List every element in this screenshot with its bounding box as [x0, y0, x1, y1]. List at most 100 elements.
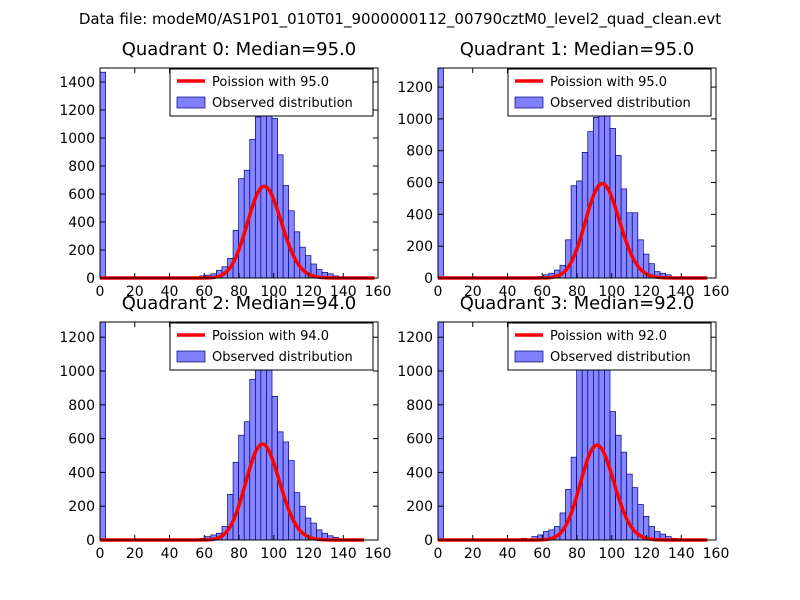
legend-bar-label: Observed distribution [212, 350, 353, 365]
subplot-q0: Quadrant 0: Median=95.0 0 20 40 60 80 100 120 14… [59, 39, 391, 300]
y-tick-label: 800 [406, 144, 433, 160]
x-tick-label: 60 [195, 284, 213, 300]
panel-title: Quadrant 0: Median=95.0 [122, 39, 357, 60]
histogram-bar [631, 212, 639, 279]
y-tick-label: 600 [68, 432, 95, 448]
x-tick-label: 40 [499, 284, 517, 300]
histogram-bar [592, 340, 600, 541]
x-tick-label: 40 [161, 284, 179, 300]
x-tick-label: 120 [633, 546, 660, 562]
y-tick-label: 1200 [397, 80, 433, 96]
x-tick-label: 0 [96, 284, 105, 300]
histogram-bar [293, 492, 301, 541]
x-tick-label: 160 [703, 546, 730, 562]
legend-bar-swatch [176, 350, 206, 363]
y-tick-label: 0 [86, 533, 95, 549]
x-tick-label: 100 [260, 546, 287, 562]
x-tick-label: 160 [703, 284, 730, 300]
y-tick-label: 1000 [59, 364, 95, 380]
histogram-bar [99, 321, 106, 541]
x-tick-label: 100 [598, 546, 625, 562]
x-tick-label: 40 [499, 546, 517, 562]
y-tick-label: 200 [406, 239, 433, 255]
legend: Poission with 94.0 Observed distribution [169, 322, 374, 371]
histogram-bar [437, 321, 444, 541]
histogram-bar [232, 461, 239, 541]
y-tick-label: 200 [68, 243, 95, 259]
subplot-q3: Quadrant 3: Median=92.0 0 20 40 60 80 100 120 14… [397, 293, 729, 562]
histogram-bar [238, 178, 245, 279]
legend-line-label: Poission with 94.0 [212, 329, 329, 344]
y-tick-label: 0 [86, 271, 95, 287]
x-tick-label: 80 [568, 546, 586, 562]
histogram-bar [99, 71, 106, 279]
y-tick-label: 800 [68, 398, 95, 414]
x-tick-label: 0 [434, 284, 443, 300]
x-tick-label: 140 [330, 546, 357, 562]
x-tick-label: 60 [195, 546, 213, 562]
y-tick-label: 200 [68, 499, 95, 515]
histogram-bar [565, 239, 572, 279]
x-tick-label: 60 [533, 546, 551, 562]
histogram-bar [626, 473, 633, 541]
x-tick-label: 20 [464, 284, 482, 300]
y-tick-label: 1000 [59, 131, 95, 147]
legend: Poission with 95.0 Observed distribution [169, 68, 374, 117]
x-tick-label: 140 [668, 546, 695, 562]
legend-line-label: Poission with 92.0 [550, 329, 667, 344]
legend-bar-label: Observed distribution [550, 350, 691, 365]
y-tick-label: 1400 [59, 75, 95, 91]
x-tick-label: 20 [126, 284, 144, 300]
y-tick-label: 0 [424, 533, 433, 549]
histogram-bar [260, 108, 267, 279]
legend-bar-label: Observed distribution [550, 96, 691, 111]
y-tick-label: 800 [406, 398, 433, 414]
x-tick-label: 60 [533, 284, 551, 300]
x-tick-label: 0 [434, 546, 443, 562]
histogram-bar [620, 451, 628, 541]
figure-suptitle: Data file: modeM0/AS1P01_010T01_90000001… [79, 10, 721, 29]
x-tick-label: 120 [295, 546, 322, 562]
subplot-q2: Quadrant 2: Median=94.0 0 20 40 60 80 100 120 14… [59, 293, 391, 562]
histogram-bar [587, 347, 594, 541]
y-tick-label: 800 [68, 159, 95, 175]
x-tick-label: 160 [365, 546, 392, 562]
histogram-bar [293, 231, 301, 279]
x-tick-label: 20 [126, 546, 144, 562]
x-tick-label: 160 [365, 284, 392, 300]
legend-bar-swatch [514, 350, 544, 363]
histogram-bar [260, 343, 267, 541]
panel-title: Quadrant 3: Median=92.0 [460, 293, 695, 314]
y-tick-label: 400 [68, 215, 95, 231]
histogram-bar [227, 494, 234, 541]
legend-line-label: Poission with 95.0 [550, 75, 667, 90]
panel-title: Quadrant 1: Median=95.0 [460, 39, 695, 60]
panel-title: Quadrant 2: Median=94.0 [122, 293, 357, 314]
histogram-bar [288, 460, 295, 541]
x-tick-label: 40 [161, 546, 179, 562]
y-tick-label: 1200 [59, 330, 95, 346]
y-tick-label: 400 [68, 465, 95, 481]
legend-bar-swatch [514, 96, 544, 109]
legend-line-label: Poission with 95.0 [212, 75, 329, 90]
subplot-q1: Quadrant 1: Median=95.0 0 20 40 60 80 100 120 14… [397, 39, 729, 300]
y-tick-label: 600 [406, 432, 433, 448]
legend: Poission with 92.0 Observed distribution [507, 322, 712, 371]
x-tick-label: 140 [330, 284, 357, 300]
y-tick-label: 400 [406, 207, 433, 223]
x-tick-label: 140 [668, 284, 695, 300]
y-tick-label: 200 [406, 499, 433, 515]
y-tick-label: 1000 [397, 364, 433, 380]
y-tick-label: 1000 [397, 112, 433, 128]
x-tick-label: 80 [230, 284, 248, 300]
y-tick-label: 600 [406, 176, 433, 192]
x-tick-label: 20 [464, 546, 482, 562]
legend-bar-label: Observed distribution [212, 96, 353, 111]
y-tick-label: 600 [68, 187, 95, 203]
x-tick-label: 0 [96, 546, 105, 562]
legend-bar-swatch [176, 96, 206, 109]
y-tick-label: 0 [424, 271, 433, 287]
x-tick-label: 120 [633, 284, 660, 300]
y-tick-label: 1200 [397, 330, 433, 346]
